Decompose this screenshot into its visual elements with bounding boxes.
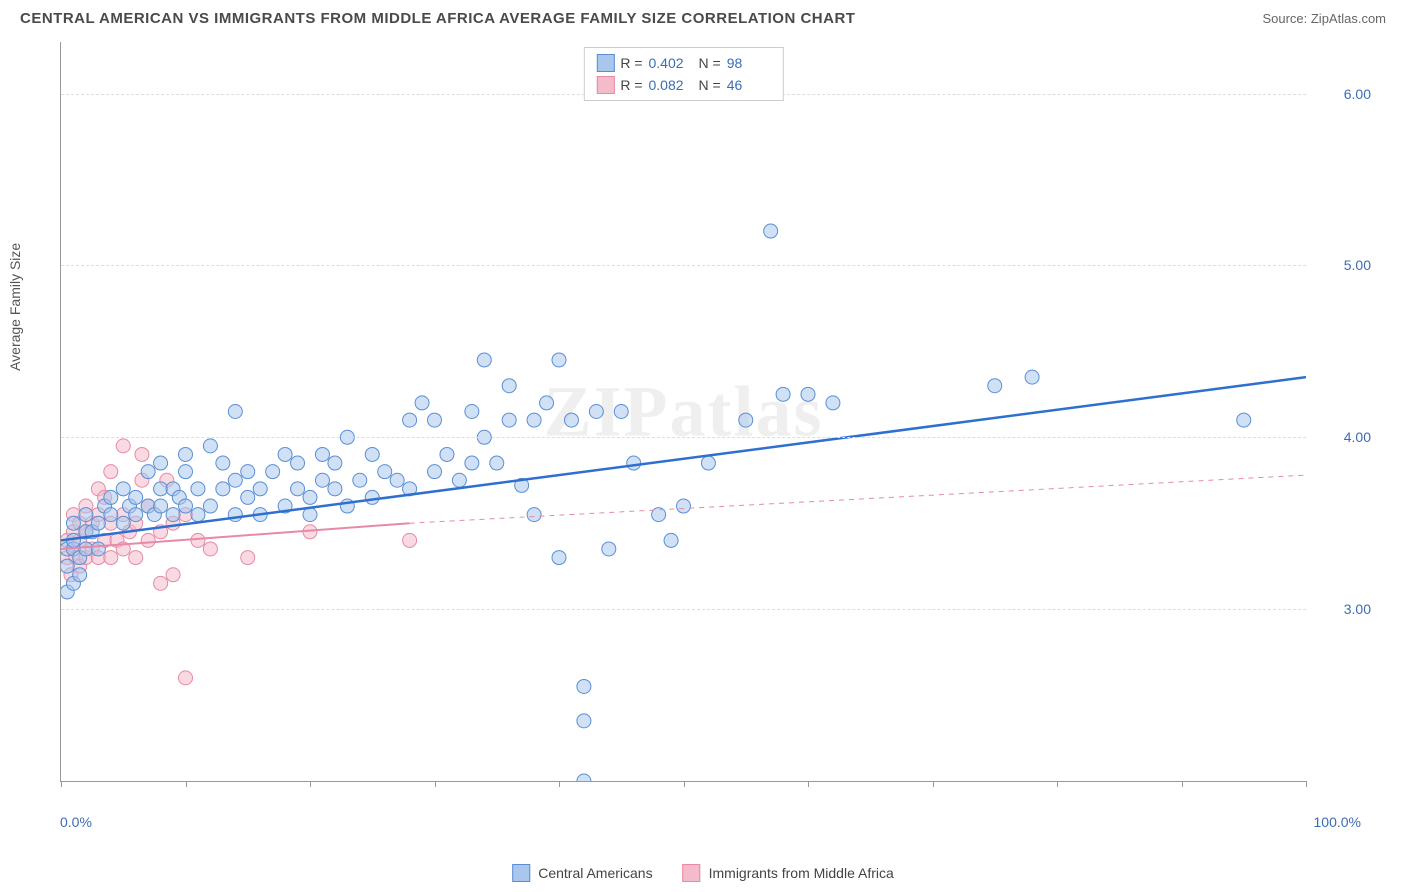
bottom-legend: Central Americans Immigrants from Middle…	[512, 864, 894, 882]
bottom-swatch-b	[683, 864, 701, 882]
correlation-legend: R = 0.402 N = 98 R = 0.082 N = 46	[583, 47, 783, 101]
scatter-svg	[61, 42, 1306, 781]
n-label: N =	[699, 77, 721, 93]
r-label: R =	[620, 55, 642, 71]
x-max-label: 100.0%	[1314, 814, 1361, 830]
bottom-legend-item-b: Immigrants from Middle Africa	[683, 864, 894, 882]
y-tick-label: 3.00	[1344, 601, 1371, 617]
legend-swatch-a	[596, 54, 614, 72]
chart-title: CENTRAL AMERICAN VS IMMIGRANTS FROM MIDD…	[20, 10, 855, 27]
legend-row-a: R = 0.402 N = 98	[596, 52, 770, 74]
x-min-label: 0.0%	[60, 814, 92, 830]
legend-swatch-b	[596, 76, 614, 94]
bottom-label-b: Immigrants from Middle Africa	[709, 865, 894, 881]
y-tick-label: 5.00	[1344, 257, 1371, 273]
bottom-legend-item-a: Central Americans	[512, 864, 652, 882]
n-value-b: 46	[727, 77, 771, 93]
legend-row-b: R = 0.082 N = 46	[596, 74, 770, 96]
bottom-label-a: Central Americans	[538, 865, 652, 881]
y-tick-label: 6.00	[1344, 86, 1371, 102]
source-label: Source: ZipAtlas.com	[1262, 11, 1386, 26]
r-value-b: 0.082	[649, 77, 693, 93]
r-label: R =	[620, 77, 642, 93]
n-label: N =	[699, 55, 721, 71]
chart-container: Average Family Size ZIPatlas R = 0.402 N…	[50, 32, 1386, 822]
r-value-a: 0.402	[649, 55, 693, 71]
n-value-a: 98	[727, 55, 771, 71]
bottom-swatch-a	[512, 864, 530, 882]
y-axis-label: Average Family Size	[7, 243, 23, 371]
plot-area: ZIPatlas R = 0.402 N = 98 R = 0.082 N = …	[60, 42, 1306, 782]
y-tick-label: 4.00	[1344, 429, 1371, 445]
